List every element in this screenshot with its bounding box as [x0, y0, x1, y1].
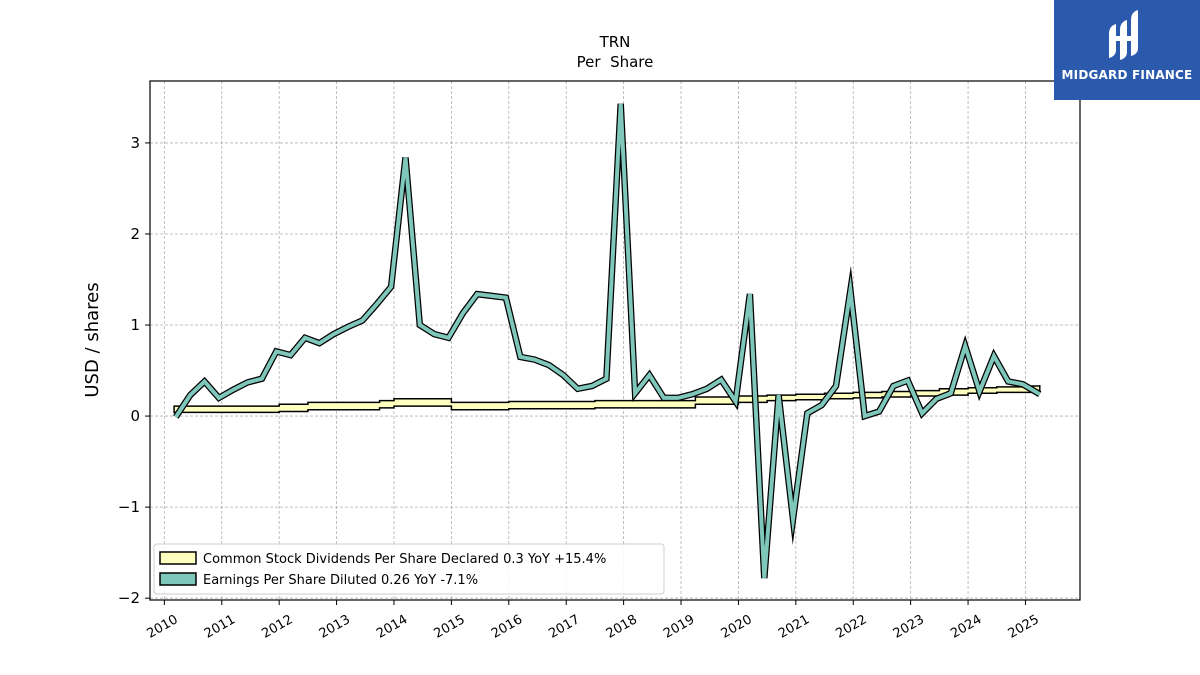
x-tick-label: 2013 [317, 612, 353, 642]
y-tick-label: 2 [130, 225, 140, 243]
x-tick-label: 2019 [661, 612, 697, 642]
eps-line-stroke [174, 103, 1041, 579]
chart-subtitle: Per Share [576, 53, 654, 71]
x-tick-label: 2018 [604, 612, 640, 642]
x-tick-label: 2012 [259, 612, 295, 642]
legend-swatch-eps [159, 572, 197, 586]
y-tick-label: −2 [118, 589, 140, 607]
midgard-logo-icon [1109, 10, 1138, 60]
x-tick-label: 2016 [489, 612, 525, 642]
x-tick-label: 2022 [833, 612, 869, 642]
x-tick-label: 2011 [202, 612, 238, 642]
x-tick-label: 2024 [948, 612, 984, 642]
x-tick-label: 2025 [1006, 612, 1042, 642]
x-tick-label: 2021 [776, 612, 812, 642]
y-tick-label: 3 [130, 134, 140, 152]
y-axis-ticks: −2 −1 0 1 2 3 [118, 134, 150, 607]
x-axis-ticks: 2010 2011 2012 2013 2014 2015 2016 2017 2018 2019… [145, 600, 1042, 642]
legend: Common Stock Dividends Per Share Declare… [153, 543, 665, 595]
grid-lines [150, 81, 1080, 600]
dividends-band-area [173, 385, 1041, 414]
x-tick-label: 2020 [719, 612, 755, 642]
y-tick-label: 0 [130, 407, 140, 425]
x-tick-label: 2010 [145, 612, 181, 642]
x-tick-label: 2017 [546, 612, 582, 642]
eps-line [173, 103, 1042, 579]
plot-frame [149, 80, 1081, 601]
x-tick-label: 2014 [374, 612, 410, 642]
legend-swatch-dividends [159, 551, 197, 565]
brand-name: MIDGARD FINANCE [1061, 68, 1193, 82]
y-tick-label: 1 [130, 316, 140, 334]
legend-label-eps: Earnings Per Share Diluted 0.26 YoY -7.1… [203, 573, 478, 588]
x-tick-label: 2023 [891, 612, 927, 642]
legend-label-dividends: Common Stock Dividends Per Share Declare… [203, 552, 606, 567]
chart-title: TRN [599, 33, 631, 51]
brand-logo: MIDGARD FINANCE [1054, 0, 1200, 100]
dividends-band [173, 385, 1041, 414]
legend-box [153, 543, 665, 595]
y-tick-label: −1 [118, 498, 140, 516]
y-axis-label: USD / shares [82, 282, 103, 397]
x-tick-label: 2015 [432, 612, 468, 642]
